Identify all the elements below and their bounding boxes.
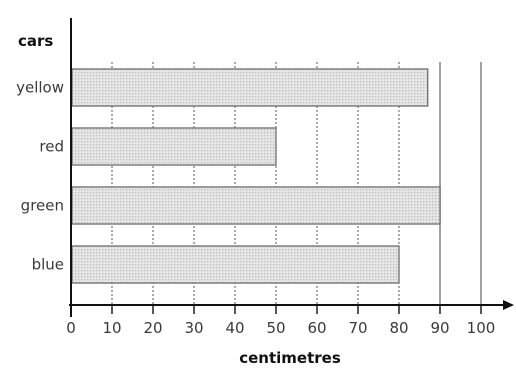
bars — [71, 68, 441, 284]
category-label-blue: blue — [32, 256, 64, 274]
x-tick-label-60: 60 — [307, 319, 326, 337]
category-labels: yellow red green blue — [16, 79, 64, 274]
x-tick-label-20: 20 — [143, 319, 162, 337]
x-tick-label-30: 30 — [184, 319, 203, 337]
axes — [69, 18, 514, 317]
x-tick-label-0: 0 — [66, 319, 76, 337]
bar-green — [71, 186, 441, 225]
x-tick-label-10: 10 — [102, 319, 121, 337]
y-axis-title: cars — [18, 32, 53, 50]
x-tick-label-70: 70 — [348, 319, 367, 337]
x-tick-label-40: 40 — [225, 319, 244, 337]
category-label-green: green — [21, 197, 64, 215]
x-tick-label-100: 100 — [467, 319, 496, 337]
x-axis-arrow-icon — [503, 300, 514, 310]
bar-red — [71, 127, 277, 166]
category-label-yellow: yellow — [16, 79, 64, 97]
x-tick-label-80: 80 — [389, 319, 408, 337]
x-tick-label-90: 90 — [430, 319, 449, 337]
bar-blue — [71, 245, 400, 284]
bar-yellow — [71, 68, 429, 107]
x-tick-label-50: 50 — [266, 319, 285, 337]
category-label-red: red — [39, 138, 64, 156]
x-axis-title: centimetres — [239, 349, 341, 367]
x-tick-labels: 0 10 20 30 40 50 60 70 80 90 100 — [66, 319, 495, 337]
